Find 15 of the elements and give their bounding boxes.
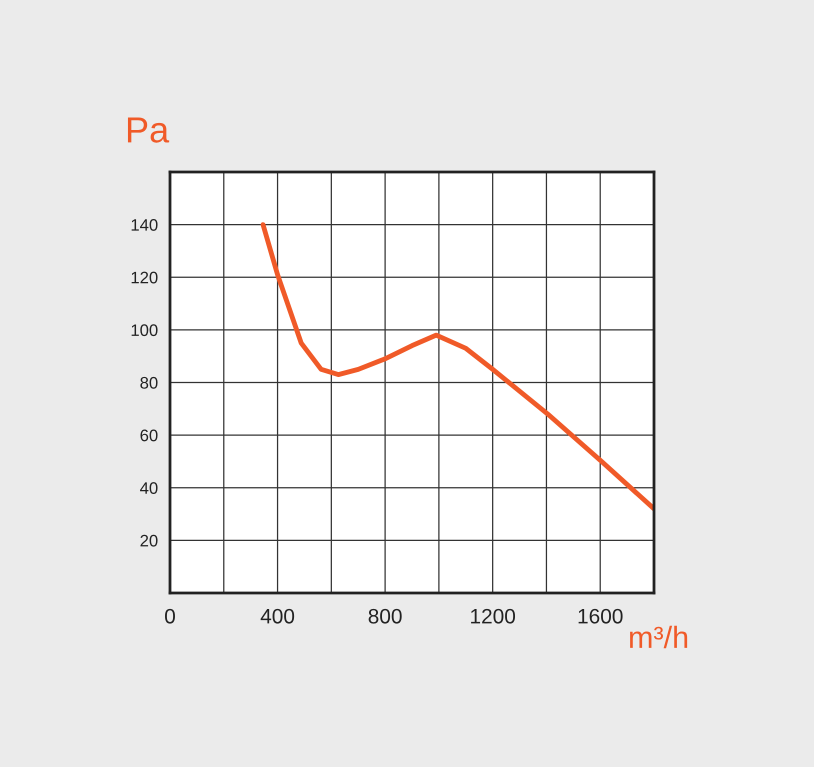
y-tick-label: 60 [140, 430, 158, 442]
line-series [260, 222, 654, 512]
x-tick-label: 1600 [578, 608, 623, 624]
y-tick-label: 140 [132, 219, 158, 231]
y-tick-label: 20 [140, 534, 158, 547]
y-tick-label: 100 [132, 324, 158, 336]
y-tick-label: 40 [140, 482, 158, 494]
x-tick-label: 400 [260, 608, 294, 624]
x-axis-title: m³/h [630, 626, 688, 648]
x-tick-label: 1200 [471, 608, 516, 624]
x-tick-label: 0 [165, 608, 175, 624]
x-tick-label: 800 [368, 608, 402, 624]
y-tick-label: 120 [132, 272, 158, 284]
y-axis-title: Pa [128, 117, 170, 143]
y-tick-label: 80 [140, 376, 158, 389]
